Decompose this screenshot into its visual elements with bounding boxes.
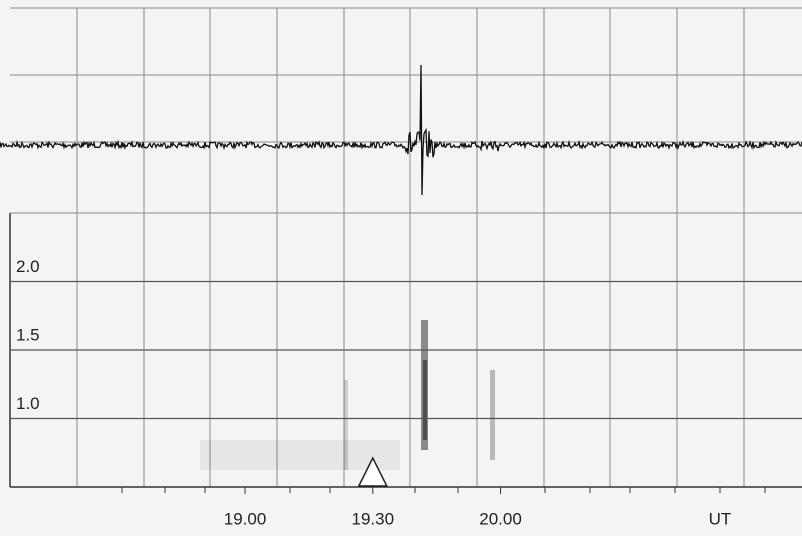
y-tick-label: 1.0 (16, 394, 40, 413)
minor-ticks (121, 487, 766, 493)
y-tick-label: 2.0 (16, 257, 40, 276)
x-tick-label: 20.00 (479, 509, 522, 528)
x-tick-label: 19.00 (224, 509, 267, 528)
y-tick-label: 1.5 (16, 325, 40, 344)
seismogram-trace (0, 64, 802, 196)
spectrogram-blobs (200, 320, 495, 470)
event-marker (357, 456, 389, 487)
x-tick-label: 19.30 (352, 509, 395, 528)
x-axis-label: UT (709, 509, 732, 528)
background-grid (10, 7, 802, 487)
